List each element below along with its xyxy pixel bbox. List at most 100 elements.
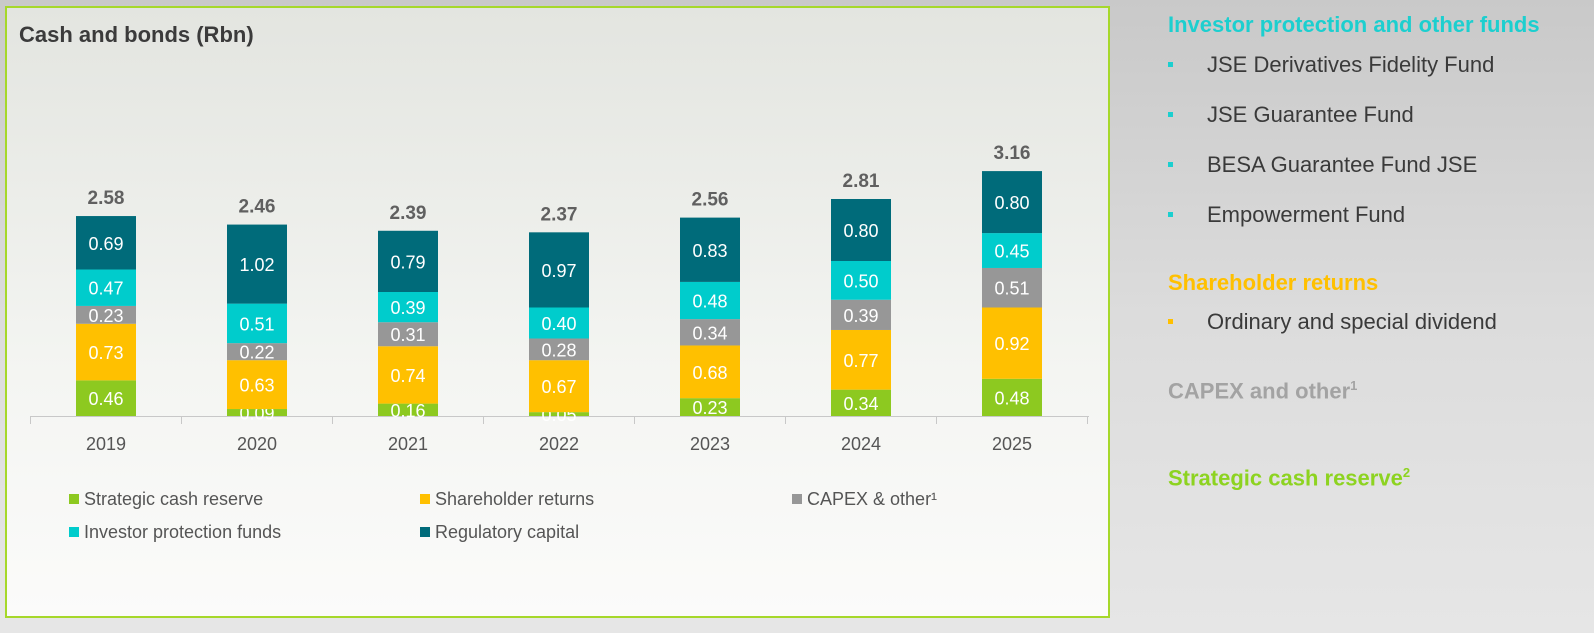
x-tick-label: 2022 [539,434,579,454]
bar-segment [76,216,136,270]
legend-label: CAPEX & other¹ [807,489,937,509]
bar-segment [831,389,891,416]
total-label: 2.37 [541,204,578,225]
bar-segment [76,323,136,381]
bar-segment [76,269,136,306]
data-label: 0.69 [88,234,123,254]
chart-panel: Cash and bonds (Rbn) 0.46 0.73 0.23 0.47 0.6… [5,6,1110,618]
legend-swatch [792,494,802,504]
x-tick-label: 2020 [237,434,277,454]
bar-segment [680,217,740,282]
shareholder-heading: Shareholder returns [1168,270,1379,295]
data-label: 0.51 [239,314,274,334]
bar-segment [378,322,438,347]
list-item: JSE Derivatives Fidelity Fund [1168,52,1494,78]
data-label: 0.80 [994,193,1029,213]
legend-label: Strategic cash reserve [84,489,263,509]
x-tick-label: 2019 [86,434,126,454]
capex-heading: CAPEX and other1 [1168,378,1358,404]
data-label: 0.67 [541,377,576,397]
total-label: 2.46 [239,197,276,218]
data-label: 1.02 [239,255,274,275]
item-label: JSE Derivatives Fidelity Fund [1207,52,1495,77]
bar-segment [529,232,589,308]
total-label: 2.58 [88,188,125,209]
data-label: 0.80 [843,221,878,241]
data-label: 0.16 [390,401,425,421]
bar-segment [76,305,136,324]
item-label: BESA Guarantee Fund JSE [1207,152,1478,177]
legend-swatch [420,527,430,537]
x-tick-label: 2023 [690,434,730,454]
data-label: 0.45 [994,242,1029,262]
total-label: 2.81 [843,171,880,192]
investor-heading: Investor protection and other funds [1168,12,1540,37]
data-label: 0.51 [994,279,1029,299]
data-label: 0.83 [692,241,727,261]
item-label: JSE Guarantee Fund [1207,102,1414,127]
legend-swatch [69,494,79,504]
legend-label: Investor protection funds [84,522,281,542]
bar-segment [529,338,589,361]
item-label: Ordinary and special dividend [1207,309,1497,334]
bar-segment [378,230,438,292]
list-item: Ordinary and special dividend [1168,309,1497,335]
data-label: 0.48 [692,292,727,312]
total-label: 2.56 [692,190,729,211]
bar-segment [76,380,136,416]
bar-segment [831,329,891,390]
bar-segment [529,412,589,416]
stacked-bar-chart: Cash and bonds (Rbn) 0.46 0.73 0.23 0.47 0.6… [19,22,1089,542]
data-label: 0.23 [692,398,727,418]
data-label: 0.50 [843,271,878,291]
x-tick-label: 2024 [841,434,881,454]
chart-title: Cash and bonds (Rbn) [19,22,254,47]
bullet-icon [1168,161,1173,167]
data-label: 0.74 [390,366,425,386]
data-label: 0.39 [843,306,878,326]
list-item: Empowerment Fund [1168,202,1405,228]
bar-segment [227,343,287,361]
bar-segment [529,360,589,413]
bar-segment [982,378,1042,416]
bar-segment [680,398,740,416]
bar-segment [982,171,1042,234]
bar-segment [378,403,438,416]
data-label: 0.77 [843,351,878,371]
data-label: 0.39 [390,298,425,318]
data-label: 0.68 [692,363,727,383]
x-tick-label: 2021 [388,434,428,454]
bar-segment [227,303,287,344]
data-label: 0.92 [994,334,1029,354]
bar-segment [680,345,740,399]
data-label: 0.73 [88,343,123,363]
bar-segment [378,292,438,323]
x-tick-label: 2025 [992,434,1032,454]
data-label: 0.47 [88,279,123,299]
list-item: JSE Guarantee Fund [1168,102,1414,128]
data-label: 0.97 [541,261,576,281]
bullet-icon [1168,211,1173,217]
data-label: 0.34 [843,394,878,414]
data-label: 0.46 [88,389,123,409]
data-label: 0.23 [88,306,123,326]
bullet-icon [1168,61,1173,67]
data-label: 0.34 [692,323,727,343]
bar-segment [982,233,1042,268]
legend-label: Shareholder returns [435,489,594,509]
bullet-icon [1168,111,1173,117]
legend-swatch [420,494,430,504]
data-label: 0.22 [239,343,274,363]
bar-segment [227,409,287,416]
legend-swatch [69,527,79,537]
legend-label: Regulatory capital [435,522,579,542]
data-label: 0.79 [390,252,425,272]
bar-segment [529,307,589,339]
bar-segment [680,319,740,346]
bar-segment [227,224,287,304]
bar-segment [982,267,1042,308]
bar-segment [831,199,891,261]
bar-segment [831,261,891,300]
data-label: 0.63 [239,376,274,396]
strategic-heading: Strategic cash reserve2 [1168,465,1411,491]
